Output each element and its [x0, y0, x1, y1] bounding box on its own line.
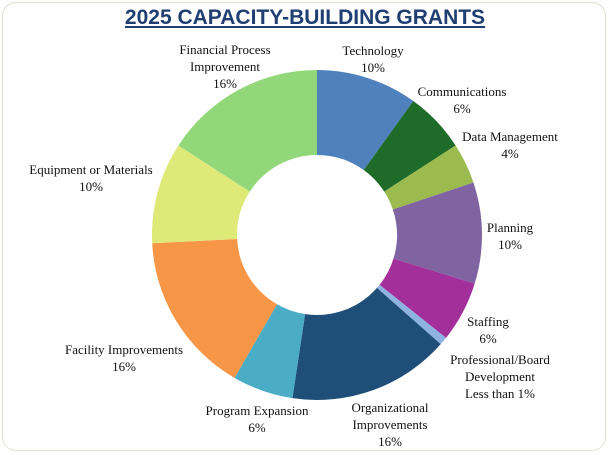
donut-slice: [376, 284, 447, 345]
slice-label: Communications 6%: [397, 83, 527, 117]
value-label: 6%: [479, 331, 497, 346]
value-label: 4%: [501, 146, 519, 161]
donut-slice: [379, 258, 475, 338]
category-name: Facility Improvements: [64, 342, 184, 357]
value-label: 16%: [378, 434, 402, 449]
value-label: 10%: [79, 179, 103, 194]
slice-label: Planning 10%: [460, 219, 560, 253]
category-name: Financial Process Improvement: [179, 42, 271, 74]
donut-slice: [178, 70, 317, 192]
donut-slice: [392, 182, 482, 284]
slice-label: Organizational Improvements 16%: [330, 399, 450, 450]
slice-label: Data Management 4%: [440, 128, 580, 162]
slice-label: Staffing 6%: [448, 313, 528, 347]
donut-slice: [152, 238, 277, 378]
category-name: Organizational Improvements: [351, 400, 429, 432]
value-label: 10%: [361, 60, 385, 75]
value-label: 6%: [453, 101, 471, 116]
slice-label: Professional/Board Development Less than …: [430, 351, 570, 402]
donut-slice: [292, 287, 441, 400]
category-name: Data Management: [462, 129, 558, 144]
category-name: Technology: [342, 43, 404, 58]
slice-label: Facility Improvements 16%: [34, 341, 214, 375]
donut-slice: [317, 70, 414, 171]
category-name: Staffing: [467, 314, 509, 329]
frame: [2, 2, 606, 451]
category-name: Equipment or Materials: [29, 162, 153, 177]
chart-title: 2025 CAPACITY-BUILDING GRANTS: [124, 6, 486, 29]
slice-label: Technology 10%: [313, 42, 433, 76]
value-label: 10%: [498, 237, 522, 252]
donut-slice: [234, 304, 306, 399]
slice-label: Program Expansion 6%: [187, 402, 327, 436]
donut-slice: [384, 145, 474, 210]
category-name: Planning: [486, 220, 534, 235]
donut-slice: [363, 101, 456, 192]
value-label: Less than 1%: [464, 386, 536, 401]
donut-slice: [152, 145, 250, 244]
value-label: 16%: [112, 359, 136, 374]
category-name: Communications: [417, 84, 507, 99]
value-label: 6%: [248, 420, 266, 435]
slice-label: Financial Process Improvement 16%: [160, 41, 290, 92]
category-name: Professional/Board Development: [450, 352, 550, 384]
slice-label: Equipment or Materials 10%: [11, 161, 171, 195]
category-name: Program Expansion: [205, 403, 309, 418]
value-label: 16%: [213, 76, 237, 91]
